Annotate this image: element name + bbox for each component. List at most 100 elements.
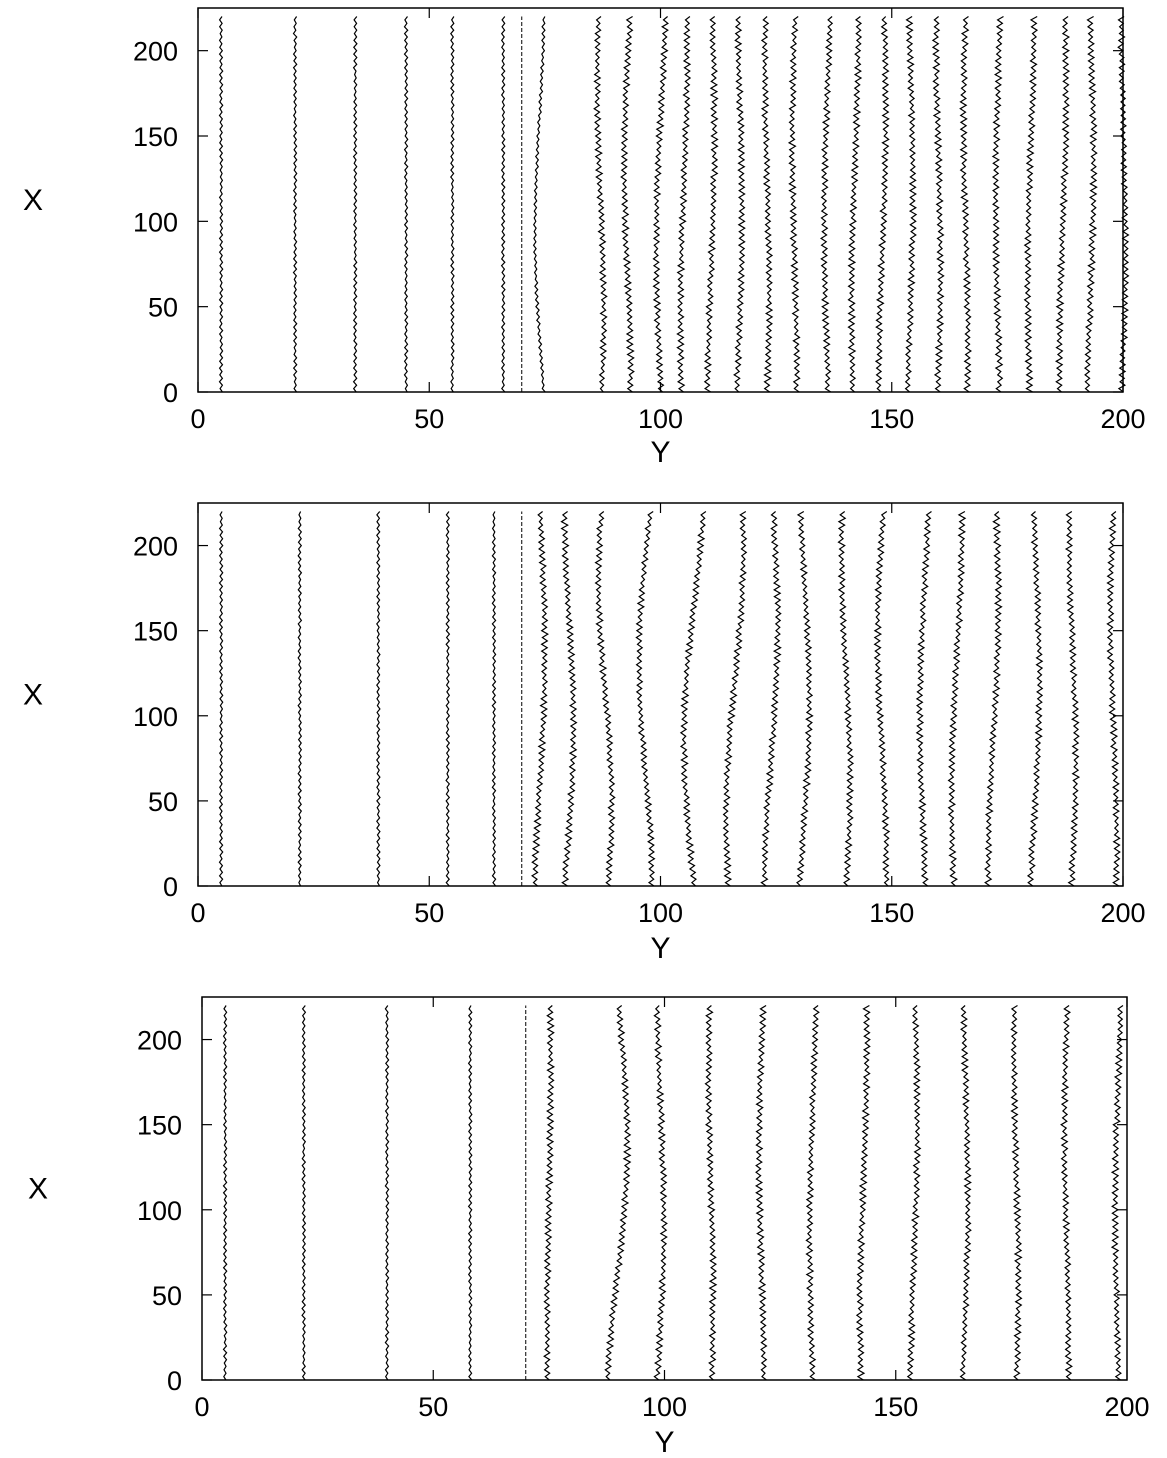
series-line <box>500 16 506 393</box>
x-tick-label: 0 <box>190 898 205 928</box>
y-tick-label: 0 <box>167 1366 182 1396</box>
series-line <box>543 1005 556 1381</box>
series-line <box>796 510 814 887</box>
series-line <box>352 16 358 393</box>
series-line <box>297 511 303 887</box>
series-line <box>301 1005 307 1381</box>
series-line <box>947 510 967 887</box>
y-tick-label: 200 <box>133 532 178 562</box>
series-line <box>904 15 918 393</box>
series-line <box>560 511 578 887</box>
x-tick-label: 200 <box>1100 898 1145 928</box>
series-line <box>873 511 891 887</box>
y-tick-label: 0 <box>163 872 178 902</box>
series-line <box>1064 510 1081 887</box>
series-line <box>984 511 1003 887</box>
series-line <box>1117 15 1130 393</box>
series-line <box>450 16 455 393</box>
series-line <box>722 510 748 887</box>
x-tick-label: 150 <box>873 1392 918 1422</box>
series-line <box>376 511 381 887</box>
series-line <box>1110 1005 1124 1381</box>
series-line <box>837 511 855 887</box>
series-line <box>491 511 497 887</box>
series-line <box>733 16 746 393</box>
series-line <box>222 1005 228 1381</box>
series-line <box>915 511 932 887</box>
series-line <box>755 1004 768 1381</box>
x-tick-label: 100 <box>638 898 683 928</box>
series-line <box>594 511 616 887</box>
series-line <box>991 15 1004 393</box>
series-line <box>931 16 945 393</box>
series-line <box>1106 511 1121 887</box>
y-axis-label: X <box>23 679 43 712</box>
series-line <box>703 16 719 393</box>
plot-frame <box>197 502 1124 887</box>
y-tick-label: 100 <box>137 1196 182 1226</box>
x-tick-label: 100 <box>638 404 683 434</box>
x-tick-label: 200 <box>1100 404 1145 434</box>
series-line <box>1023 15 1039 393</box>
series-line <box>805 1005 820 1381</box>
y-tick-label: 50 <box>148 293 178 323</box>
series-line <box>467 1005 473 1381</box>
y-tick-label: 50 <box>148 787 178 817</box>
series-line <box>531 511 549 887</box>
series-line <box>652 16 669 393</box>
series-line <box>218 16 224 393</box>
y-tick-label: 150 <box>133 617 178 647</box>
y-axis-label: X <box>23 184 43 217</box>
series-line <box>218 511 224 887</box>
x-axis-label: Y <box>650 932 670 965</box>
series-line <box>653 1005 668 1381</box>
y-tick-label: 150 <box>137 1111 182 1141</box>
series-line <box>847 16 863 393</box>
y-tick-label: 200 <box>133 37 178 67</box>
series-line <box>704 1005 718 1381</box>
x-tick-label: 50 <box>418 1392 448 1422</box>
series-line <box>445 511 451 887</box>
y-tick-label: 100 <box>133 207 178 237</box>
series-line <box>1060 1005 1073 1381</box>
y-tick-label: 50 <box>152 1281 182 1311</box>
y-tick-label: 200 <box>137 1026 182 1056</box>
x-axis-label: Y <box>650 436 670 469</box>
plot-frame <box>197 7 1124 393</box>
series-line <box>676 16 692 393</box>
y-tick-label: 100 <box>133 702 178 732</box>
series-line <box>635 511 656 887</box>
series-line <box>292 16 298 393</box>
y-tick-label: 150 <box>133 122 178 152</box>
series-line <box>532 16 546 393</box>
y-tick-label: 0 <box>163 378 178 408</box>
series-line <box>874 16 890 393</box>
series-line <box>819 16 834 393</box>
series-line <box>593 16 608 393</box>
series-line <box>906 1005 922 1381</box>
series-line <box>604 1005 632 1381</box>
series-line <box>1083 15 1098 393</box>
series-line <box>1026 511 1044 887</box>
panel-2: 0 50 100 150 200 0 50 100 150 200 Y X <box>23 502 1146 965</box>
x-tick-label: 50 <box>414 404 444 434</box>
x-tick-label: 100 <box>642 1392 687 1422</box>
series-line <box>959 1005 972 1381</box>
x-axis-label: Y <box>654 1426 674 1458</box>
x-tick-label: 200 <box>1104 1392 1149 1422</box>
x-tick-label: 150 <box>869 404 914 434</box>
series-line <box>760 16 774 393</box>
series-line <box>787 16 801 393</box>
x-tick-label: 150 <box>869 898 914 928</box>
x-tick-label: 0 <box>190 404 205 434</box>
series-line <box>679 511 707 887</box>
series-line <box>959 16 972 393</box>
series-line <box>855 1004 871 1381</box>
series-line <box>1054 16 1071 393</box>
y-axis-label: X <box>28 1173 48 1206</box>
series-line <box>760 511 782 887</box>
panel-1: 0 50 100 150 200 0 50 100 150 200 Y X <box>23 7 1146 469</box>
series-line <box>403 16 409 393</box>
x-tick-label: 0 <box>194 1392 209 1422</box>
